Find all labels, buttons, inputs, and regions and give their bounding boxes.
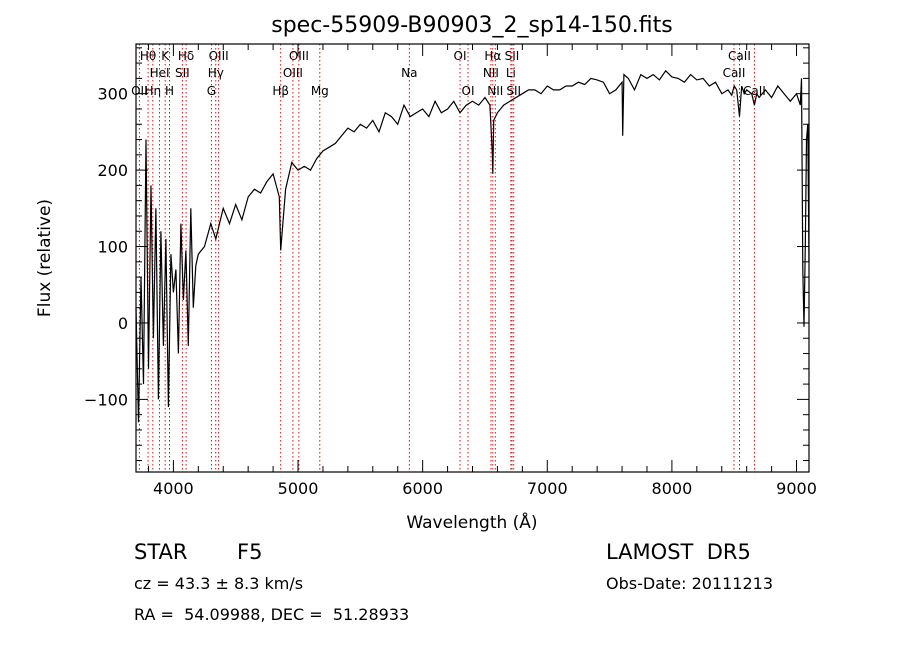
coordinates-readout: RA = 54.09988, DEC = 51.28933 [134, 605, 410, 624]
line-label-22: Li [506, 66, 516, 80]
line-label-13: OIII [283, 66, 303, 80]
line-label-24: CaII [728, 49, 751, 63]
y-tick-label: 300 [97, 85, 128, 104]
x-tick-label: 8000 [652, 479, 693, 498]
line-label-9: Hγ [208, 66, 224, 80]
y-tick-label: 100 [97, 238, 128, 257]
redshift-readout: cz = 43.3 ± 8.3 km/s [134, 574, 304, 593]
line-label-16: OI [454, 49, 467, 63]
spectrum-series-line [135, 69, 810, 423]
line-label-26: CaII [743, 84, 766, 98]
plot-frame [135, 43, 810, 473]
line-label-15: Na [401, 66, 417, 80]
y-tick-label: 200 [97, 161, 128, 180]
chart-title: spec-55909-B90903_2_sp14-150.fits [271, 13, 673, 38]
line-label-4: K [161, 49, 170, 63]
line-label-0: OII [131, 84, 148, 98]
object-class: STAR [134, 540, 188, 564]
line-label-21: SII [505, 49, 520, 63]
line-label-14: Mg [311, 84, 329, 98]
x-tick-label: 6000 [402, 479, 443, 498]
axis-ticks: 4000 5000 6000 7000 8000 9000 −100 0 100 200 300 [84, 44, 817, 498]
line-label-17: OI [462, 84, 475, 98]
object-subclass: F5 [237, 540, 263, 564]
line-label-23: SII [506, 84, 521, 98]
x-tick-label: 7000 [527, 479, 568, 498]
x-axis-label: Wavelength (Å) [406, 511, 537, 533]
line-label-11: Hβ [272, 84, 289, 98]
line-label-7: SII [175, 66, 190, 80]
line-label-10: G [207, 84, 216, 98]
survey-release: LAMOST DR5 [606, 540, 751, 564]
line-label-2: Hη [145, 84, 162, 98]
x-tick-label: 9000 [776, 479, 817, 498]
y-tick-label: −100 [84, 390, 128, 409]
x-tick-label: 5000 [278, 479, 319, 498]
line-label-25: CaII [723, 66, 746, 80]
y-axis-label: Flux (relative) [35, 199, 55, 317]
line-label-19: NII [483, 66, 499, 80]
line-label-6: Hδ [178, 49, 194, 63]
line-label-18: Hα [484, 49, 501, 63]
line-label-5: H [165, 84, 174, 98]
line-label-3: HeI [150, 66, 170, 80]
y-tick-label: 0 [118, 314, 128, 333]
x-tick-label: 4000 [153, 479, 194, 498]
line-label-1: Hθ [140, 49, 156, 63]
line-label-8: OIII [209, 49, 229, 63]
spectral-line-markers: OII Hθ Hη HeI K H Hδ SII OIII Hγ G Hβ OIII OIII Mg Na OI… [131, 44, 766, 472]
observation-date: Obs-Date: 20111213 [606, 574, 774, 593]
line-label-20: NII [487, 84, 503, 98]
line-label-12: OIII [289, 49, 309, 63]
